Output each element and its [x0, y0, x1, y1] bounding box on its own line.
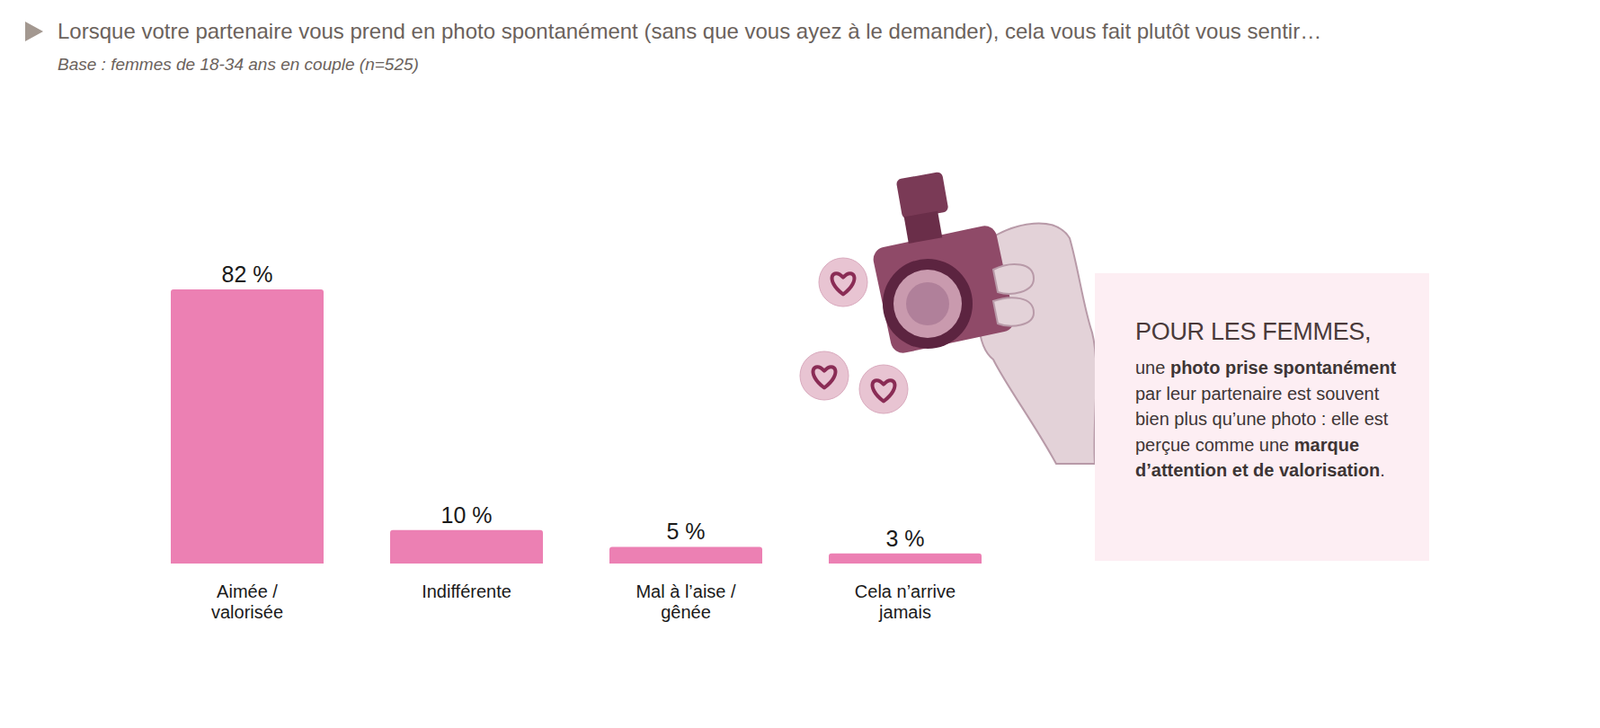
labels: 82 % 10 % 5 % 3 % Aimée /valorisée Indifféren…	[211, 261, 956, 623]
bar-base	[609, 560, 763, 564]
category-label: Aimée /valorisée	[211, 581, 284, 623]
data-label: 3 %	[885, 525, 925, 552]
illustration	[800, 171, 1097, 464]
annotation-box: POUR LES FEMMES, une photo prise spontan…	[1094, 273, 1430, 561]
annotation-part: une	[1135, 357, 1171, 378]
subtitle: Base : femmes de 18-34 ans en couple (n=…	[57, 54, 419, 74]
bar-base	[828, 560, 982, 564]
category-label: Indifférente	[421, 581, 512, 602]
bar	[170, 289, 324, 564]
bar-base	[170, 560, 324, 564]
bar-base	[390, 560, 543, 564]
annotation-heading: POUR LES FEMMES,	[1135, 318, 1403, 347]
bars	[170, 289, 982, 564]
category-label: Cela n’arrivejamais	[854, 581, 956, 623]
annotation-text: une photo prise spontanément par leur pa…	[1135, 355, 1401, 484]
data-label: 10 %	[441, 502, 493, 528]
category-label: Mal à l’aise /gênée	[635, 581, 737, 623]
bar	[828, 553, 982, 564]
data-label: 82 %	[222, 261, 274, 287]
title-marker	[25, 21, 44, 42]
annotation-emphasis: photo prise spontanément	[1170, 357, 1396, 378]
data-label: 5 %	[666, 518, 705, 544]
bar	[609, 546, 763, 564]
bar	[390, 530, 543, 564]
annotation-part: .	[1379, 460, 1386, 480]
title: Lorsque votre partenaire vous prend en p…	[57, 18, 1322, 44]
